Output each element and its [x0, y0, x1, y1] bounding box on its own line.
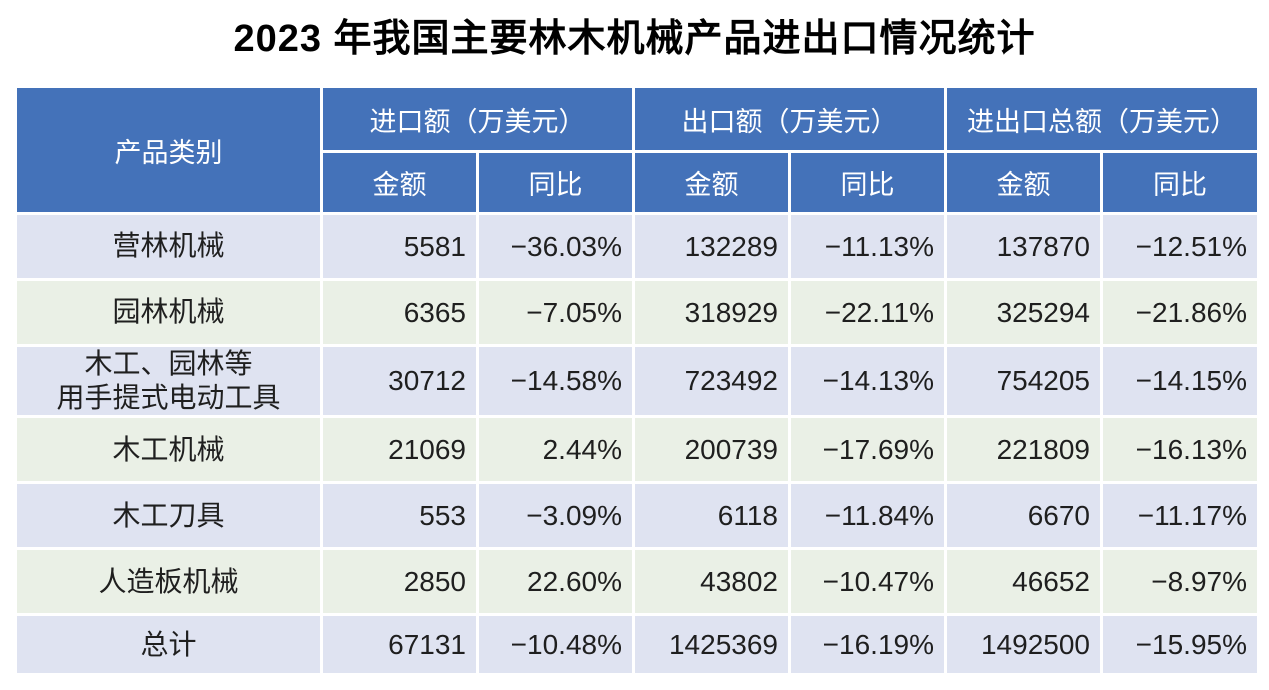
product-name: 园林机械	[14, 278, 323, 347]
total-amount-value: 1492500	[944, 613, 1103, 677]
header-row-groups: 产品类别 进口额（万美元） 出口额（万美元） 进出口总额（万美元）	[14, 85, 1260, 215]
header-import-yoy: 同比	[476, 150, 635, 215]
table-row-panel-machinery: 人造板机械 2850 22.60% 43802 −10.47% 46652 −8…	[14, 547, 1260, 617]
export-yoy-value: −16.19%	[788, 613, 947, 677]
total-amount-value: 6670	[944, 481, 1103, 551]
product-name: 人造板机械	[14, 547, 323, 617]
header-row-sub: 金额 同比 金额 同比 金额 同比	[16, 150, 1260, 215]
total-yoy-value: −21.86%	[1100, 278, 1260, 347]
total-amount-value: 754205	[944, 343, 1103, 419]
export-yoy-value: −10.47%	[788, 547, 947, 617]
export-yoy-value: −11.13%	[788, 212, 947, 281]
import-amount-value: 5581	[320, 212, 479, 281]
total-yoy-value: −11.17%	[1100, 481, 1260, 551]
export-amount-value: 6118	[632, 481, 791, 551]
product-name: 总计	[14, 613, 323, 677]
header-group-import: 进口额（万美元）	[320, 85, 635, 153]
page-title: 2023 年我国主要林木机械产品进出口情况统计	[233, 18, 1036, 60]
total-amount-value: 46652	[944, 547, 1103, 617]
import-amount-value: 21069	[320, 415, 479, 485]
table-row-handheld-power-tools: 木工、园林等 用手提式电动工具 30712 −14.58% 723492 −14…	[14, 343, 1260, 419]
export-yoy-value: −22.11%	[788, 278, 947, 347]
import-yoy-value: −14.58%	[476, 343, 635, 419]
total-yoy-value: −15.95%	[1100, 613, 1260, 677]
header-total-yoy: 同比	[1100, 150, 1260, 215]
header-total-amount: 金额	[944, 150, 1103, 215]
product-name: 木工机械	[14, 415, 323, 485]
export-amount-value: 200739	[632, 415, 791, 485]
import-amount-value: 30712	[320, 343, 479, 419]
header-group-export: 出口额（万美元）	[632, 85, 947, 153]
export-amount-value: 132289	[632, 212, 791, 281]
export-yoy-value: −17.69%	[788, 415, 947, 485]
header-group-total: 进出口总额（万美元）	[944, 85, 1260, 153]
export-amount-value: 723492	[632, 343, 791, 419]
header-product-category: 产品类别	[14, 85, 323, 215]
total-amount-value: 137870	[944, 212, 1103, 281]
table-row-yinglin: 营林机械 5581 −36.03% 132289 −11.13% 137870 …	[14, 212, 1260, 281]
import-yoy-value: −36.03%	[476, 212, 635, 281]
table-row-woodworking-cutters: 木工刀具 553 −3.09% 6118 −11.84% 6670 −11.17…	[14, 481, 1260, 551]
total-amount-value: 325294	[944, 278, 1103, 347]
import-amount-value: 553	[320, 481, 479, 551]
import-yoy-value: −3.09%	[476, 481, 635, 551]
product-name: 营林机械	[14, 212, 323, 281]
total-amount-value: 221809	[944, 415, 1103, 485]
total-yoy-value: −14.15%	[1100, 343, 1260, 419]
table-row-total: 总计 67131 −10.48% 1425369 −16.19% 1492500…	[14, 613, 1260, 677]
total-yoy-value: −16.13%	[1100, 415, 1260, 485]
import-yoy-value: 22.60%	[476, 547, 635, 617]
import-amount-value: 6365	[320, 278, 479, 347]
import-amount-value: 67131	[320, 613, 479, 677]
import-yoy-value: −7.05%	[476, 278, 635, 347]
header-export-yoy: 同比	[788, 150, 947, 215]
header-import-amount: 金额	[320, 150, 479, 215]
export-amount-value: 43802	[632, 547, 791, 617]
export-yoy-value: −14.13%	[788, 343, 947, 419]
export-amount-value: 1425369	[632, 613, 791, 677]
total-yoy-value: −12.51%	[1100, 212, 1260, 281]
import-export-stats-table: 产品类别 进口额（万美元） 出口额（万美元） 进出口总额（万美元） 金额 同比 …	[14, 85, 1260, 677]
import-yoy-value: 2.44%	[476, 415, 635, 485]
table-row-yuanlin: 园林机械 6365 −7.05% 318929 −22.11% 325294 −…	[14, 278, 1260, 347]
import-yoy-value: −10.48%	[476, 613, 635, 677]
table-row-woodworking-machinery: 木工机械 21069 2.44% 200739 −17.69% 221809 −…	[14, 415, 1260, 485]
export-yoy-value: −11.84%	[788, 481, 947, 551]
product-name: 木工、园林等 用手提式电动工具	[14, 343, 323, 419]
header-export-amount: 金额	[632, 150, 791, 215]
import-amount-value: 2850	[320, 547, 479, 617]
product-name: 木工刀具	[14, 481, 323, 551]
total-yoy-value: −8.97%	[1100, 547, 1260, 617]
export-amount-value: 318929	[632, 278, 791, 347]
